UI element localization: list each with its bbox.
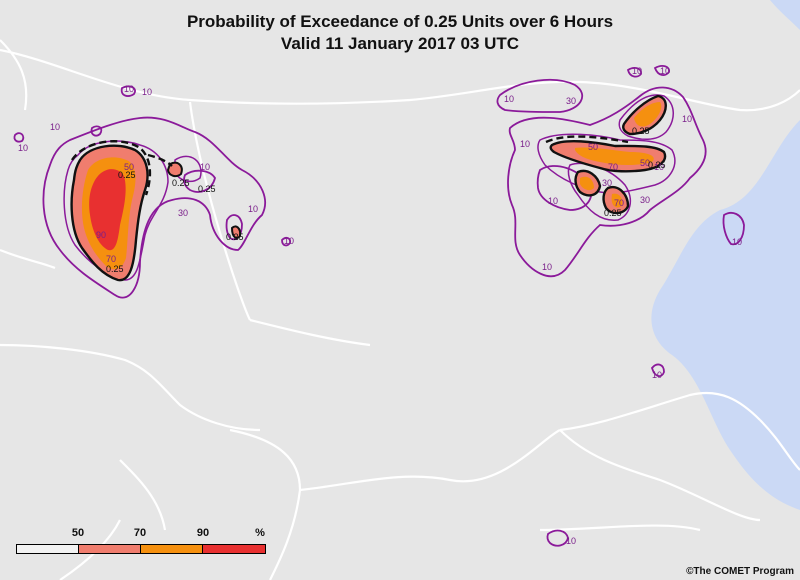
contour-label: 0.25: [226, 232, 244, 242]
contour-label: 10: [18, 143, 28, 153]
legend-label: 90: [196, 527, 210, 539]
sea-area: [651, 120, 800, 510]
contour-label: 10: [200, 162, 210, 172]
contour-label: 30: [566, 96, 576, 106]
contour-label: 10: [566, 536, 576, 546]
contour-label: 10: [284, 236, 294, 246]
contour-label: 10: [548, 196, 558, 206]
contour-label: 10: [632, 66, 642, 76]
contour-label: 10: [652, 370, 662, 380]
fill-50: [70, 94, 667, 282]
contour-label: 10: [248, 204, 258, 214]
contour-label: 10: [682, 114, 692, 124]
map-subtitle: Valid 11 January 2017 03 UTC: [280, 34, 520, 53]
contour-label: 50: [640, 158, 650, 168]
contour-label: 0.25: [648, 160, 666, 170]
legend-swatch: [202, 544, 266, 554]
legend-label: 50: [71, 527, 85, 539]
contour-label: 10: [142, 87, 152, 97]
legend-swatch: [16, 544, 79, 554]
contour-label: 10: [50, 122, 60, 132]
contour-label: 10: [542, 262, 552, 272]
fill-90: [89, 169, 126, 251]
fill-70: [81, 102, 662, 270]
contour-label: 0.25: [172, 178, 190, 188]
contour-label: 70: [106, 254, 116, 264]
legend-label: 70: [133, 527, 147, 539]
map-title: Probability of Exceedance of 0.25 Units …: [186, 12, 614, 31]
contour-label: 30: [640, 195, 650, 205]
contour-label: 50: [124, 162, 134, 172]
legend-swatch: [140, 544, 203, 554]
sea-area-top: [770, 0, 800, 30]
legend: 50 70 90 %: [16, 527, 268, 557]
contour-label: 0.25: [632, 126, 650, 136]
contour-label: 0.25: [106, 264, 124, 274]
contour-label: 70: [608, 162, 618, 172]
contour-label: 50: [588, 142, 598, 152]
contour-label: 30: [602, 178, 612, 188]
contour-label: 90: [96, 230, 106, 240]
contour-label: 10: [124, 84, 134, 94]
contour-label: 10: [654, 162, 664, 172]
contour-label: 0.25: [198, 184, 216, 194]
contour-label: 30: [178, 208, 188, 218]
contour-label: 0.25: [604, 208, 622, 218]
credit-text: ©The COMET Program: [686, 566, 794, 577]
contour-label: 10: [660, 66, 670, 76]
contour-label: 10: [732, 237, 742, 247]
threshold-lines: [70, 135, 629, 196]
contour-label: 10: [504, 94, 514, 104]
contour-label: 70: [614, 198, 624, 208]
legend-swatch: [78, 544, 141, 554]
contour-labels: 10 10 10 10 30 10 10 10 50 90 70 0.25 0.…: [18, 66, 742, 546]
legend-label: %: [255, 527, 265, 539]
contour-label: 10: [520, 139, 530, 149]
contour-label: 0.25: [118, 170, 136, 180]
